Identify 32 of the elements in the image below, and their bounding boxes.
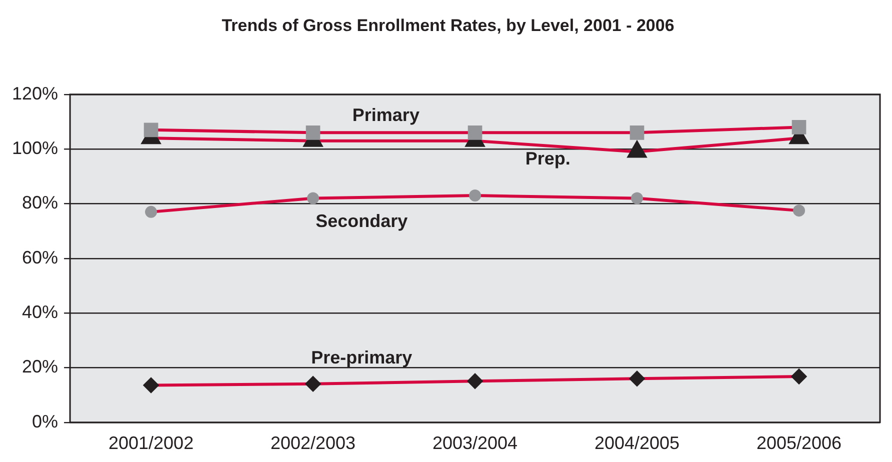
- series-label: Primary: [352, 105, 420, 126]
- point: [306, 126, 320, 140]
- y-tick-label: 0%: [32, 411, 58, 432]
- series-label: Prep.: [525, 148, 570, 168]
- y-tick-label: 60%: [22, 247, 58, 268]
- y-tick-label: 100%: [12, 138, 58, 158]
- y-tick-label: 80%: [22, 192, 58, 213]
- series-label: Pre-primary: [311, 347, 412, 368]
- point: [144, 378, 159, 393]
- x-tick-label: 2003/2004: [432, 433, 518, 454]
- x-tick-label: 2005/2006: [756, 433, 842, 454]
- y-tick-label: 40%: [22, 302, 58, 322]
- point: [469, 190, 482, 202]
- series-label: Secondary: [316, 211, 408, 232]
- point: [792, 120, 806, 134]
- x-tick-label: 2002/2003: [270, 433, 356, 454]
- point: [630, 371, 645, 386]
- point: [793, 204, 806, 217]
- point: [307, 192, 320, 204]
- point: [630, 126, 644, 140]
- point: [306, 376, 321, 392]
- y-tick-label: 120%: [12, 83, 58, 104]
- point: [468, 374, 483, 389]
- chart-title: Trends of Gross Enrollment Rates, by Level, 2001 - 2006: [222, 16, 674, 35]
- y-tick-label: 20%: [22, 356, 58, 377]
- point: [144, 122, 158, 138]
- point: [145, 206, 158, 218]
- point: [631, 192, 644, 204]
- point: [792, 368, 807, 384]
- x-tick-label: 2001/2002: [108, 433, 194, 454]
- point: [468, 126, 482, 140]
- x-tick-label: 2004/2005: [594, 433, 680, 454]
